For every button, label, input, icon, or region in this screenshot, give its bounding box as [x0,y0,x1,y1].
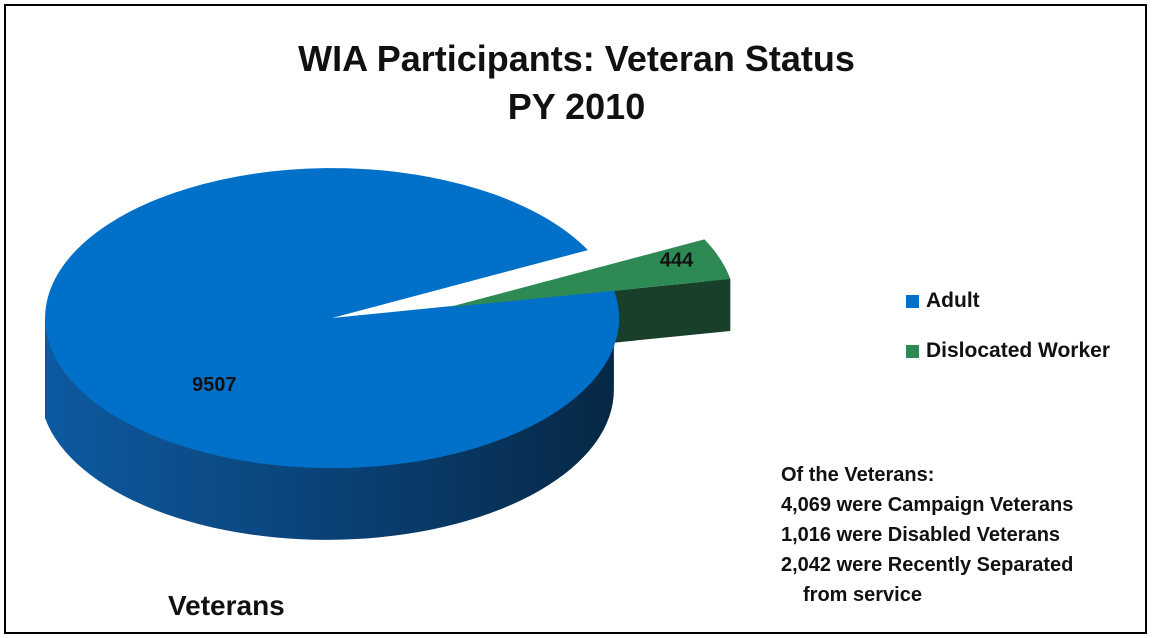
chart-subtitle: PY 2010 [507,86,646,127]
legend: Adult Dislocated Worker [906,288,1110,388]
chart-title: WIA Participants: Veteran Status [298,38,855,79]
veteran-notes: Of the Veterans: 4,069 were Campaign Vet… [781,460,1073,610]
notes-line-campaign: 4,069 were Campaign Veterans [781,494,1074,516]
slice-adult [45,168,620,469]
notes-line-disabled: 1,016 were Disabled Veterans [781,524,1061,546]
legend-swatch-adult [906,294,919,308]
chart-caption: Veterans [168,590,285,621]
data-label-dislocated-worker: 444 [660,250,694,272]
legend-label-dislocated-worker: Dislocated Worker [926,339,1111,362]
slice-adult-side [45,289,614,540]
slice-dislocated-worker [448,239,731,308]
legend-item-adult: Adult [906,288,1110,314]
legend-item-dislocated-worker: Dislocated Worker [906,338,1110,364]
legend-label-adult: Adult [926,289,980,312]
data-label-adult: 9507 [192,374,237,396]
notes-heading: Of the Veterans: [781,464,935,486]
notes-line-continuation: from service [803,584,922,606]
legend-swatch-dislocated-worker [906,344,919,358]
notes-line-recently-separated: 2,042 were Recently Separated [781,554,1074,576]
